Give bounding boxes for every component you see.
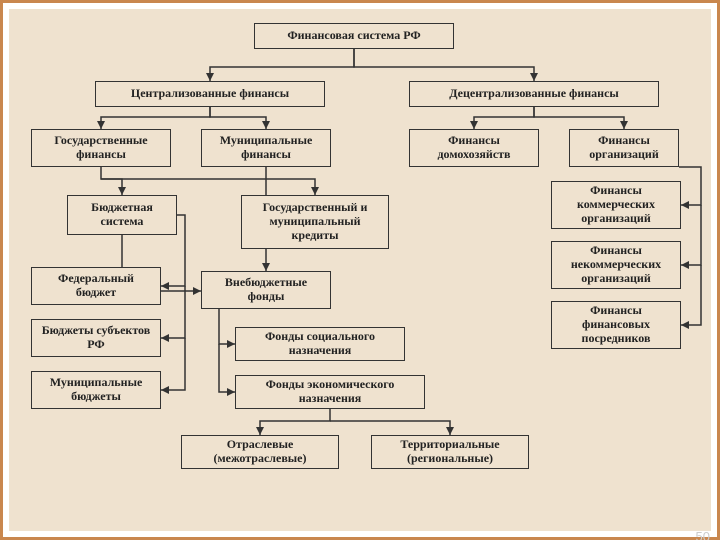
node-terr: Территориальные (региональные) [371,435,529,469]
node-mun: Муниципальные финансы [201,129,331,167]
node-fed: Федеральный бюджет [31,267,161,305]
node-org: Финансы организаций [569,129,679,167]
node-soc: Фонды социального назначения [235,327,405,361]
node-otr: Отраслевые (межотраслевые) [181,435,339,469]
node-root: Финансовая система РФ [254,23,454,49]
node-econ: Фонды экономического назначения [235,375,425,409]
node-centr: Централизованные финансы [95,81,325,107]
node-gos: Государственные финансы [31,129,171,167]
node-domh: Финансы домохозяйств [409,129,539,167]
node-subj: Бюджеты субъектов РФ [31,319,161,357]
node-nekomm: Финансы некоммерческих организаций [551,241,681,289]
node-decentr: Децентрализованные финансы [409,81,659,107]
page-number: 50 [696,529,710,540]
node-posred: Финансы финансовых посредников [551,301,681,349]
node-komm: Финансы коммерческих организаций [551,181,681,229]
diagram-canvas: Финансовая система РФ Централизованные фи… [9,9,711,531]
node-goskred: Государственный и муниципальный кредиты [241,195,389,249]
node-vneb: Внебюджетные фонды [201,271,331,309]
node-budsys: Бюджетная система [67,195,177,235]
node-munbud: Муниципальные бюджеты [31,371,161,409]
slide-frame: Финансовая система РФ Централизованные фи… [0,0,720,540]
